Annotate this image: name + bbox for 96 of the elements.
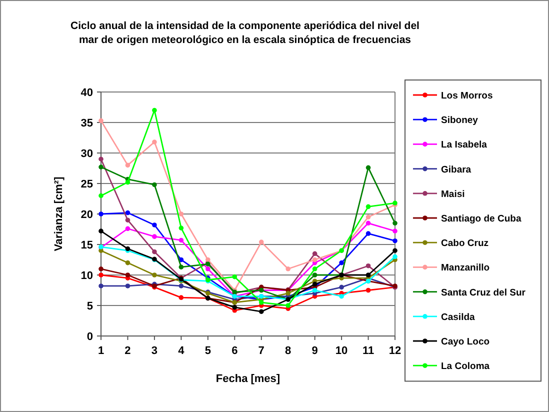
point [392,238,398,244]
point [152,222,157,228]
point [339,260,344,266]
point [178,295,184,300]
point [392,254,398,260]
point [125,260,130,266]
point [125,210,130,216]
point [178,212,184,216]
y-tick-label: 40 [80,87,93,99]
point [125,162,130,168]
x-tick-label: 4 [178,345,186,357]
point [206,257,210,262]
legend-label: Gibara [441,164,472,176]
legend-label: Cabo Cruz [441,238,489,250]
x-tick-label: 10 [335,345,348,357]
legend-label: Casilda [441,312,476,323]
point [392,248,398,253]
x-tick-label: 6 [232,345,238,357]
point [178,238,184,243]
point [152,108,157,113]
x-tick-label: 3 [151,345,158,357]
point [366,214,371,220]
legend-label: Santiago de Cuba [441,214,522,224]
y-axis-title: Varianza [cm²] [53,176,65,252]
point [312,288,318,293]
point [125,180,130,185]
x-tick-label: 7 [258,345,264,357]
point [125,226,130,232]
point [178,226,184,230]
legend-label: Siboney [441,115,479,126]
point [366,288,371,293]
point [258,240,264,244]
point [258,309,264,314]
x-tick-label: 2 [124,345,131,357]
x-tick-label: 5 [204,345,211,357]
y-tick-label: 0 [86,331,93,343]
point [366,220,371,226]
legend-label: La Coloma [441,361,490,372]
point [98,164,104,170]
point [312,266,318,272]
point [232,274,238,280]
point [178,264,184,270]
point [392,220,398,226]
point [152,182,157,188]
x-tick-label: 1 [98,345,104,357]
x-tick-label: 11 [362,345,374,357]
point [312,272,318,278]
point [286,303,290,308]
point [339,294,344,299]
x-tick-label: 12 [388,345,402,357]
y-tick-label: 20 [80,209,93,221]
point [392,228,398,234]
point [366,263,371,268]
legend-label: Santa Cruz del Sur [441,287,526,298]
x-axis-title: Fecha [mes] [216,373,280,385]
x-tick-label: 8 [285,345,292,357]
y-tick-label: 25 [80,178,93,190]
legend-label: Cayo Loco [441,336,490,348]
legend-label: Los Morros [441,90,493,102]
point [98,266,104,272]
point [98,118,104,124]
y-tick-label: 30 [80,148,93,160]
y-tick-label: 5 [86,300,93,312]
point [258,300,264,305]
point [366,231,371,236]
point [286,290,290,296]
legend-label: Manzanillo [441,262,490,274]
point [152,249,157,254]
point [312,257,318,262]
point [286,266,290,272]
point [366,204,371,210]
point [152,272,157,278]
point [178,284,184,288]
point [98,156,104,162]
y-tick-label: 35 [80,118,93,130]
y-tick-label: 15 [80,240,93,252]
point [125,218,130,222]
point [312,251,318,256]
point [98,193,104,198]
y-tick-label: 10 [80,270,93,282]
point [312,282,318,287]
chart-title: Ciclo anual de la intensidad de la componente aperiódica del nivel del mar de origen meteorológico en la escala sinóptica de frecuencias [70,20,420,46]
point [366,272,371,278]
point [206,266,210,272]
x-tick-label: 9 [312,345,318,357]
point [152,140,157,144]
point [339,284,344,290]
point [98,228,104,234]
legend-label: Maisi [441,188,465,200]
point [232,304,238,310]
point [366,165,371,170]
point [152,234,157,239]
point [125,284,130,288]
point [98,284,104,288]
legend-label: La Isabela [441,140,488,151]
point [125,272,130,278]
